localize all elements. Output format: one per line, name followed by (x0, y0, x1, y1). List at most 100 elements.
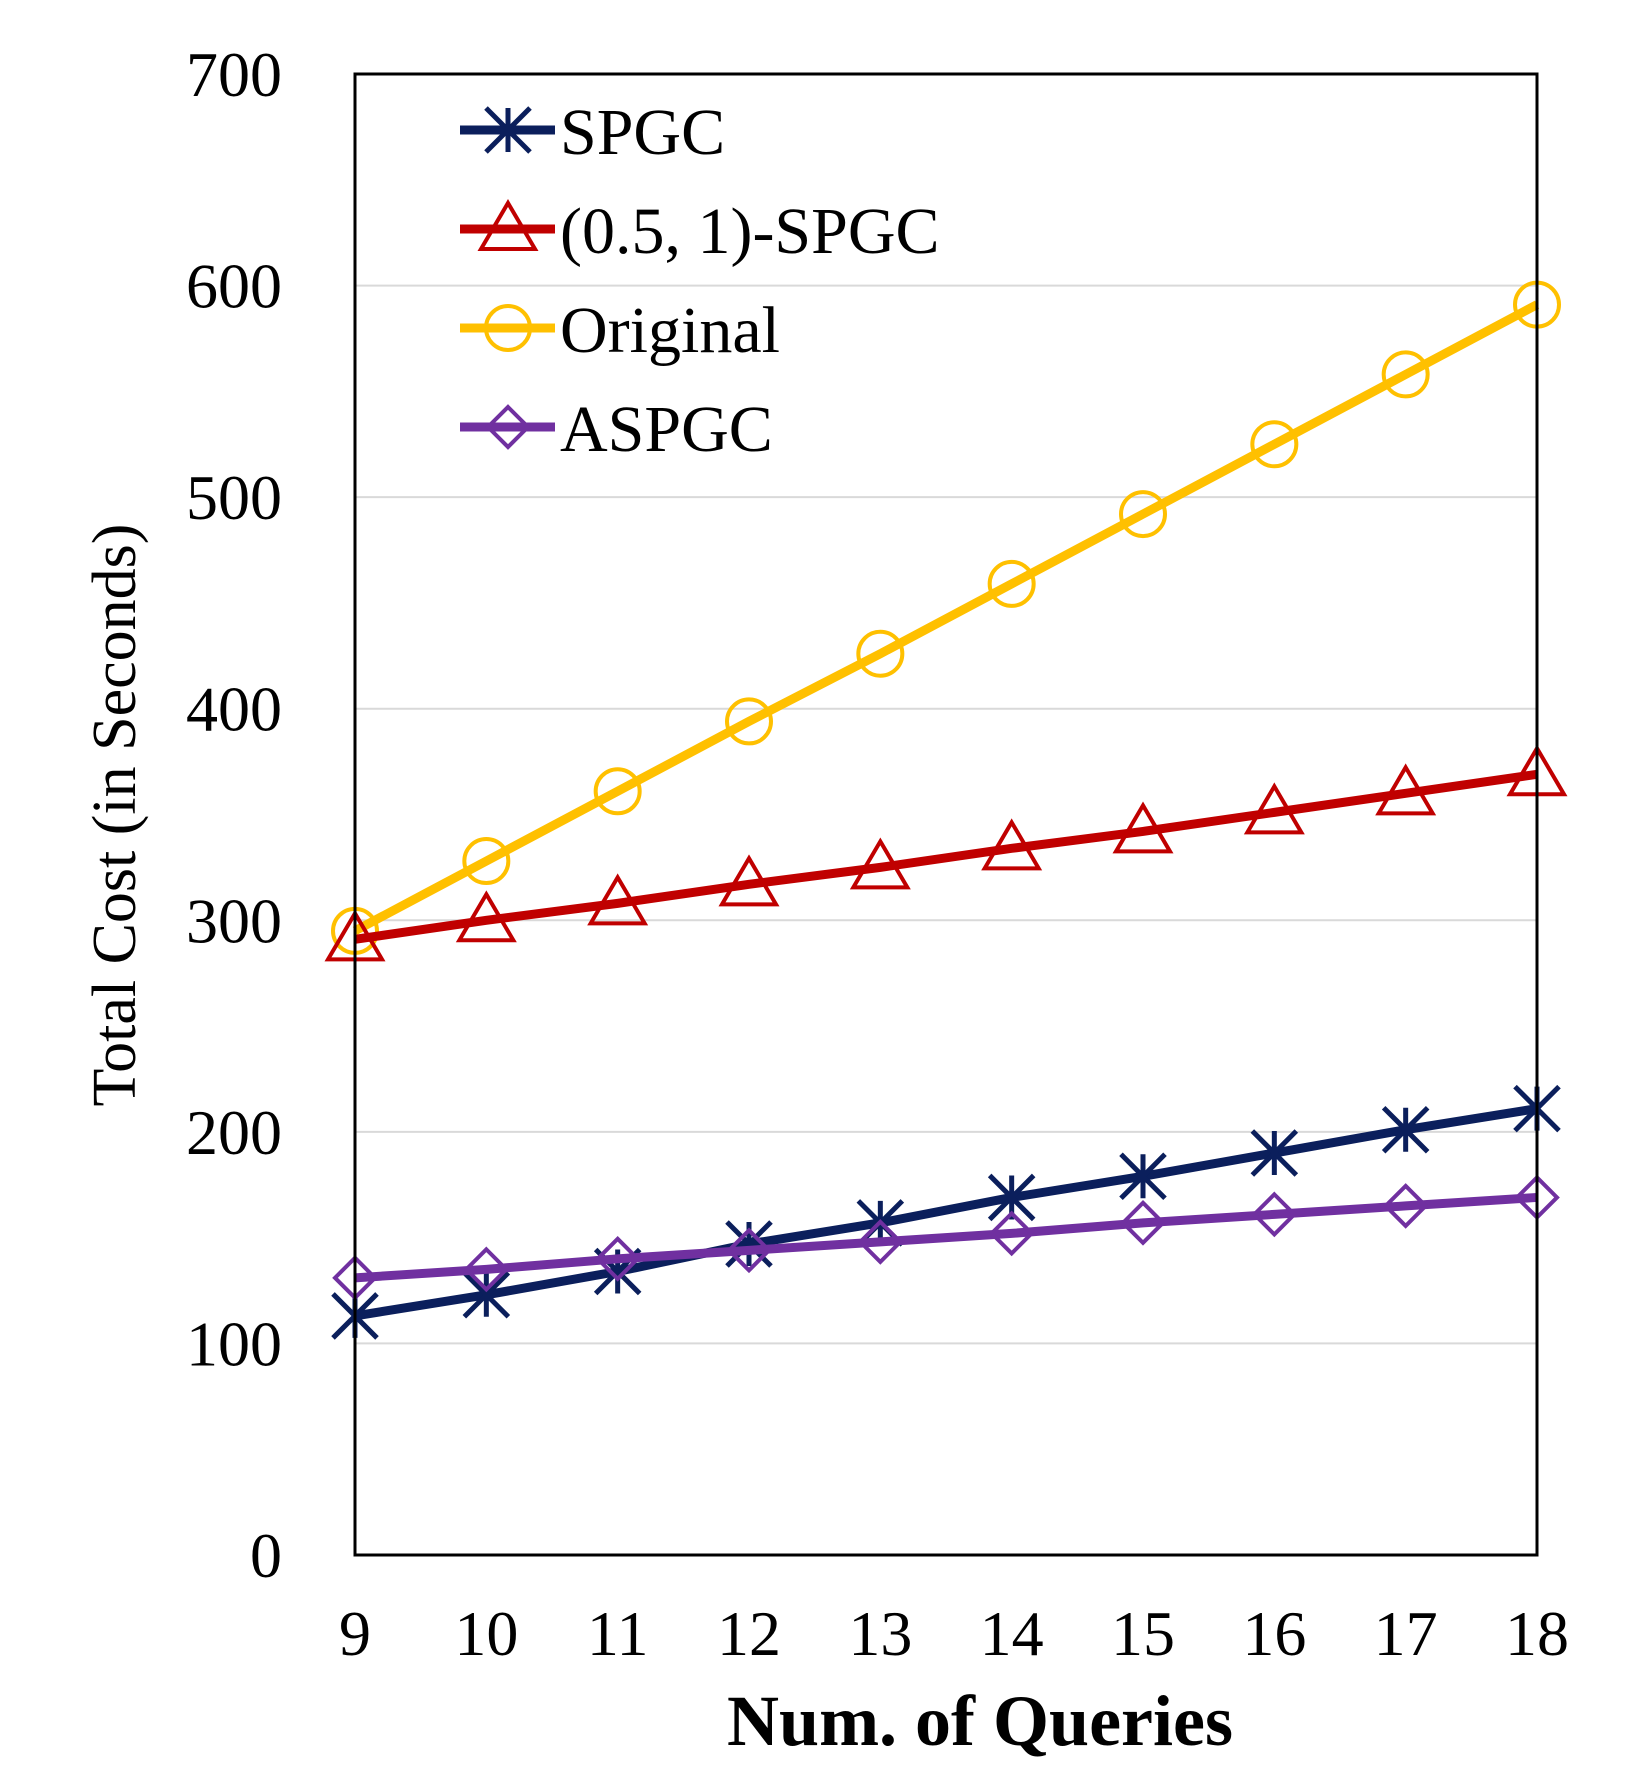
data-point (455, 890, 517, 943)
data-point (1120, 1200, 1166, 1246)
asterisk-marker (462, 1271, 511, 1319)
data-point (856, 629, 905, 678)
circle-marker (987, 559, 1036, 608)
data-point (987, 559, 1036, 608)
legend: SPGC (0.5, 1)-SPGC Original ASPGC (460, 96, 940, 466)
diamond-marker (485, 404, 531, 450)
circle-marker (462, 837, 511, 886)
circle-marker (1250, 420, 1299, 469)
y-tick-label: 700 (186, 39, 282, 110)
plot-area-border (353, 72, 1539, 1557)
series-line (354, 769, 1538, 944)
triangle-marker (477, 199, 539, 251)
legend-marker (477, 199, 539, 251)
data-point (1381, 1105, 1430, 1154)
series-original (331, 280, 1561, 955)
legend-item: SPGC (460, 96, 725, 169)
legend-item: (0.5, 1)-SPGC (460, 195, 940, 268)
data-point (462, 1271, 511, 1319)
x-tick-label: 18 (1505, 1598, 1569, 1669)
data-point (1375, 763, 1437, 816)
x-tick-label: 16 (1242, 1598, 1306, 1669)
y-tick-label: 600 (186, 251, 282, 322)
data-point (1119, 490, 1167, 539)
x-tick-labels: 9 10 11 12 13 14 15 16 17 18 (339, 1598, 1569, 1669)
y-tick-label: 500 (186, 462, 282, 533)
y-tick-label: 200 (186, 1097, 282, 1168)
triangle-marker (849, 837, 911, 890)
series-line (354, 1104, 1538, 1321)
y-tick-label: 100 (186, 1308, 282, 1379)
triangle-marker (1375, 763, 1437, 816)
series-line (354, 1192, 1538, 1283)
circle-marker (1381, 350, 1430, 399)
diamond-marker (463, 1246, 510, 1293)
asterisk-marker (484, 106, 532, 154)
data-point (1119, 1152, 1167, 1201)
x-tick-label: 11 (587, 1598, 649, 1669)
triangle-marker (1243, 782, 1305, 835)
legend-marker (485, 404, 531, 450)
series-line (352, 300, 1540, 935)
y-tick-label: 0 (250, 1520, 282, 1591)
series--0-5-1-spgc (324, 744, 1568, 962)
data-point (463, 1246, 510, 1293)
legend-label: ASPGC (560, 393, 773, 466)
asterisk-marker (1381, 1105, 1430, 1154)
y-axis-label: Total Cost (in Seconds) (81, 524, 149, 1107)
data-point (593, 767, 642, 816)
legend-marker (484, 304, 532, 352)
triangle-marker (455, 890, 517, 943)
data-point (1250, 420, 1299, 469)
data-point (462, 837, 511, 886)
data-point (849, 837, 911, 890)
circle-marker (725, 697, 773, 746)
x-tick-label: 9 (339, 1598, 371, 1669)
circle-marker (593, 767, 642, 816)
x-tick-label: 17 (1374, 1598, 1438, 1669)
diamond-marker (1382, 1183, 1429, 1229)
x-tick-label: 12 (717, 1598, 781, 1669)
data-point (726, 1227, 772, 1274)
gridlines (355, 284, 1537, 1345)
data-point (981, 818, 1043, 871)
y-tick-labels: 0 100 200 300 400 500 600 700 (186, 39, 282, 1591)
circle-marker (1119, 490, 1167, 539)
y-tick-label: 400 (186, 674, 282, 745)
series-aspgc (332, 1174, 1560, 1301)
diamond-marker (594, 1235, 641, 1282)
data-point (988, 1210, 1035, 1257)
data-point (725, 697, 773, 746)
diamond-marker (1120, 1200, 1166, 1246)
data-point (1251, 1191, 1298, 1238)
legend-label: SPGC (560, 96, 725, 169)
data-point (1243, 782, 1305, 835)
x-tick-label: 14 (980, 1598, 1044, 1669)
data-point (1112, 801, 1174, 854)
data-point (1250, 1129, 1299, 1177)
data-point (1381, 350, 1430, 399)
series-group (324, 280, 1568, 1340)
asterisk-marker (1119, 1152, 1167, 1201)
asterisk-marker (1250, 1129, 1299, 1177)
y-tick-label: 300 (186, 885, 282, 956)
circle-marker (856, 629, 905, 678)
diamond-marker (726, 1227, 772, 1274)
triangle-marker (981, 818, 1043, 871)
legend-item: ASPGC (460, 393, 773, 466)
legend-item: Original (460, 294, 780, 367)
data-point (857, 1219, 904, 1265)
x-tick-label: 10 (454, 1598, 518, 1669)
data-point (594, 1235, 641, 1282)
diamond-marker (857, 1219, 904, 1265)
legend-label: (0.5, 1)-SPGC (560, 195, 940, 268)
x-axis-label: Num. of Queries (727, 1681, 1233, 1761)
data-point (718, 854, 780, 907)
triangle-marker (587, 873, 649, 926)
x-tick-label: 15 (1111, 1598, 1175, 1669)
triangle-marker (1112, 801, 1174, 854)
triangle-marker (718, 854, 780, 907)
legend-label: Original (560, 294, 780, 367)
circle-marker (484, 304, 532, 352)
